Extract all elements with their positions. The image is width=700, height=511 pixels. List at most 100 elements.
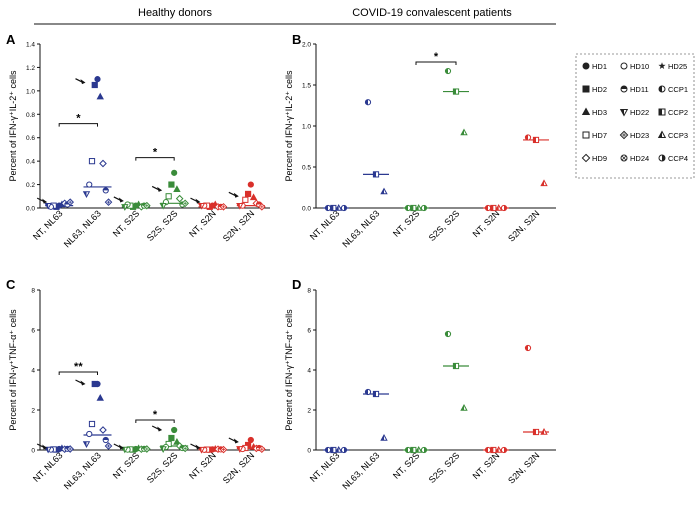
data-point <box>102 187 109 194</box>
arrow-marker <box>36 443 48 450</box>
data-point <box>500 446 508 454</box>
data-point <box>340 204 348 212</box>
arrow-marker <box>190 197 201 204</box>
data-point <box>420 446 428 454</box>
arrow-marker <box>36 197 48 204</box>
significance-label: * <box>434 51 439 63</box>
x-tick-label-s2n-s2n: S2N, S2N <box>221 208 256 243</box>
data-point <box>452 88 460 95</box>
y-tick-label: 1.4 <box>26 42 35 49</box>
y-tick-label: 0 <box>31 448 35 455</box>
x-tick-label-nt-s2n: NT, S2N <box>187 208 218 239</box>
healthy-donors-title: Healthy donors <box>138 7 212 19</box>
data-point <box>219 445 228 454</box>
data-point <box>334 445 343 453</box>
data-point <box>197 202 206 210</box>
x-tick-label-s2s-s2s: S2S, S2S <box>145 450 180 485</box>
x-tick-label-nt-s2n: NT, S2N <box>187 450 218 481</box>
arrow-marker <box>113 443 124 450</box>
data-point <box>258 203 266 211</box>
x-tick-label-s2n-s2n: S2N, S2N <box>506 450 541 485</box>
data-point <box>197 446 206 454</box>
data-point <box>460 128 468 136</box>
data-point <box>82 191 91 198</box>
y-tick-label: 2 <box>307 408 311 415</box>
data-point <box>380 433 388 441</box>
data-point <box>121 204 129 211</box>
panel-label-b: B <box>292 32 301 47</box>
data-point <box>324 204 332 212</box>
data-point <box>444 330 452 338</box>
data-point <box>159 446 167 454</box>
x-tick-label-nl63-nl63: NL63, NL63 <box>340 208 381 249</box>
y-tick-label: 4 <box>307 368 311 375</box>
arrow-marker <box>75 379 86 386</box>
data-point <box>258 445 266 454</box>
data-point <box>94 76 101 83</box>
legend-marker-hd25 <box>658 62 666 70</box>
legend-marker-hd23 <box>619 130 629 140</box>
data-point <box>96 393 104 401</box>
legend-marker-hd11 <box>620 85 628 93</box>
legend-marker-hd7 <box>582 131 590 139</box>
data-point <box>236 446 244 453</box>
y-tick-label: 1.0 <box>26 88 35 95</box>
data-point <box>540 427 548 435</box>
x-tick-label-nt-s2s: NT, S2S <box>391 450 421 480</box>
data-point <box>165 193 172 200</box>
x-tick-label-nt-s2s: NT, S2S <box>111 450 141 480</box>
legend-marker-hd2 <box>582 85 590 93</box>
panel-b: 0.0 0.5 1.0 1.5 2.0 Percent of IFN-γ⁺IL-2⁺ ce… <box>284 42 556 249</box>
data-point <box>242 196 249 203</box>
data-point <box>372 390 380 398</box>
legend-label-hd24: HD24 <box>630 154 649 163</box>
significance-label: ** <box>74 361 83 373</box>
data-point <box>44 202 52 210</box>
data-point <box>168 181 175 188</box>
y-tick-label: 0.8 <box>26 112 35 119</box>
data-point <box>410 446 417 454</box>
data-point <box>143 445 151 453</box>
data-point <box>490 204 497 212</box>
data-point <box>247 436 254 444</box>
arrow-marker <box>113 196 124 203</box>
data-point <box>91 81 98 89</box>
legend-label-ccp3: CCP3 <box>668 131 688 140</box>
data-point <box>540 179 548 187</box>
legend-marker-hd3 <box>581 107 591 116</box>
data-point <box>88 158 96 165</box>
x-tick-label-nt-s2n: NT, S2N <box>471 208 502 239</box>
data-point <box>86 181 93 188</box>
arrow-marker <box>190 443 201 450</box>
legend-box <box>575 53 695 179</box>
significance-bracket: ** <box>58 361 98 375</box>
data-point <box>484 204 492 212</box>
y-tick-label: 2.0 <box>302 42 311 49</box>
y-tick-label: 0.5 <box>302 165 311 172</box>
data-point <box>82 441 91 449</box>
data-point <box>532 428 540 436</box>
data-point <box>372 171 380 178</box>
legend-marker-hd9 <box>581 153 591 163</box>
x-tick-label-nt-nl63: NT, NL63 <box>308 208 342 242</box>
legend-marker-hd1 <box>582 62 590 70</box>
panel-label-c: C <box>6 277 16 292</box>
panel-d: 0 2 4 6 8 Percent of IFN-γ⁺TNF-α⁺ cells NT, NL… <box>284 288 556 491</box>
y-axis-label: Percent of IFN-γ⁺IL-2⁺ cells <box>284 70 294 182</box>
panel-label-d: D <box>292 277 301 292</box>
data-point <box>444 67 452 75</box>
significance-label: * <box>76 113 81 125</box>
x-tick-label-s2n-s2n: S2N, S2N <box>221 450 256 485</box>
data-point <box>159 202 167 210</box>
legend-label-hd3: HD3 <box>592 108 607 117</box>
data-point <box>500 204 508 212</box>
data-point <box>104 198 113 206</box>
data-point <box>171 426 178 434</box>
y-axis-label: Percent of IFN-γ⁺TNF-α⁺ cells <box>284 309 294 431</box>
data-point <box>244 190 252 198</box>
legend-label-hd10: HD10 <box>630 62 649 71</box>
data-point <box>494 203 503 211</box>
arrow-marker <box>75 78 86 85</box>
arrow-marker <box>228 437 239 444</box>
x-tick-label-s2s-s2s: S2S, S2S <box>145 208 180 243</box>
